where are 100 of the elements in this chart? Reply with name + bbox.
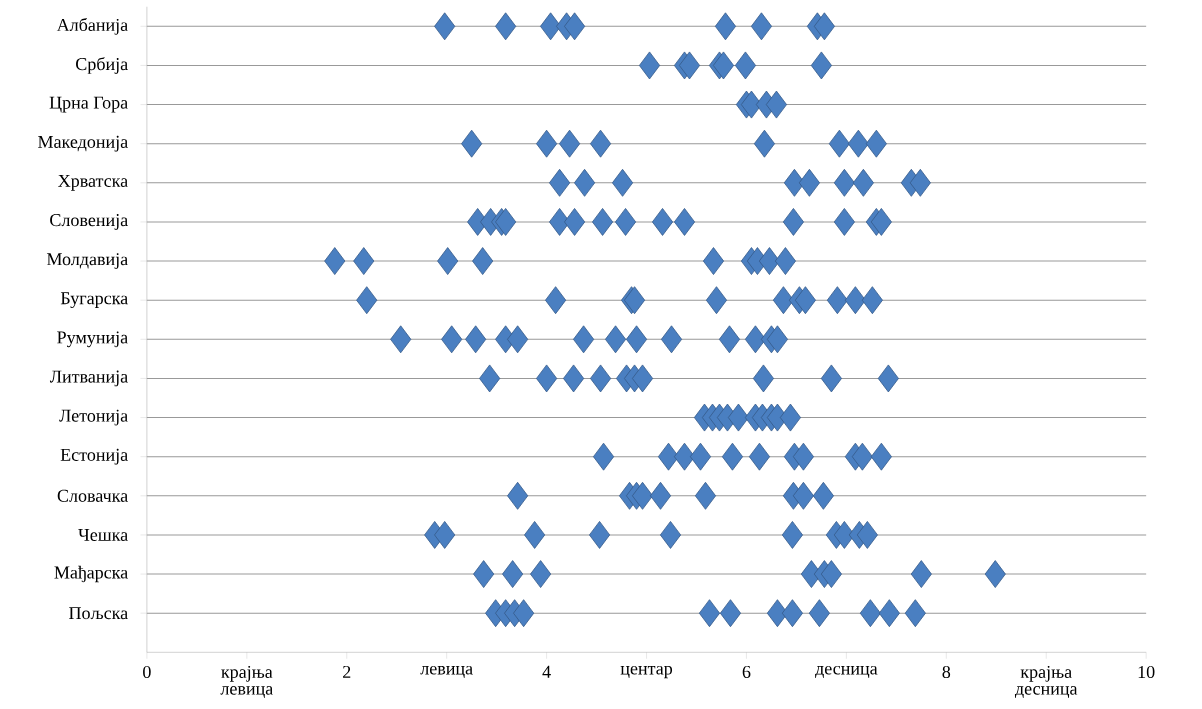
y-tick-label: Пољска: [69, 607, 128, 620]
point: [734, 51, 756, 80]
point: [689, 442, 712, 471]
point: [813, 12, 835, 41]
point: [766, 599, 788, 627]
point: [626, 325, 648, 354]
point: [507, 481, 529, 510]
point: [782, 207, 804, 236]
point: [698, 599, 721, 627]
x-tick-label: крајња левица: [220, 665, 273, 698]
point: [678, 51, 701, 80]
point: [909, 168, 931, 197]
y-tick-label: Црна Гора: [49, 96, 128, 113]
point: [437, 246, 459, 275]
x-tick-label: 10: [1138, 665, 1155, 678]
point: [465, 325, 487, 354]
point: [772, 286, 794, 314]
x-tick-label: крајња десница: [1014, 665, 1078, 698]
x-tick-label: десница: [815, 665, 878, 678]
point: [632, 481, 654, 510]
point: [705, 286, 728, 314]
point: [781, 599, 803, 627]
point: [549, 168, 571, 197]
y-tick-label: Летонија: [59, 409, 128, 426]
point: [714, 12, 737, 41]
point: [390, 325, 412, 354]
point: [638, 51, 661, 80]
point: [865, 129, 887, 158]
point: [748, 442, 770, 471]
point: [559, 129, 581, 158]
y-tick-label: Естонија: [60, 448, 128, 465]
point: [590, 364, 612, 393]
point: [750, 12, 772, 41]
point: [353, 246, 375, 275]
point: [794, 286, 816, 314]
y-tick-label: Литванија: [49, 370, 128, 387]
point: [660, 325, 683, 354]
point: [659, 520, 682, 549]
point: [473, 559, 495, 588]
point: [878, 599, 900, 627]
x-tick-label: 4: [542, 665, 551, 678]
point: [574, 168, 596, 197]
point: [564, 207, 586, 236]
point: [651, 207, 674, 236]
x-tick-label: центар: [620, 665, 673, 679]
point: [479, 364, 501, 393]
point: [744, 325, 766, 354]
point: [844, 286, 866, 314]
point: [615, 207, 637, 236]
point: [719, 599, 742, 627]
point: [524, 520, 546, 549]
point: [507, 325, 529, 354]
point: [833, 207, 855, 236]
point: [810, 51, 832, 80]
y-tick-label: Хрватска: [58, 174, 128, 191]
point: [792, 442, 814, 471]
point: [605, 325, 627, 354]
point: [324, 246, 346, 275]
point: [545, 286, 567, 314]
point: [752, 364, 774, 393]
point: [356, 286, 378, 314]
y-tick-label: Чешка: [78, 528, 128, 541]
point: [632, 364, 654, 393]
point: [766, 325, 788, 354]
point: [502, 559, 524, 588]
point: [984, 559, 1006, 588]
point: [812, 481, 834, 510]
point: [441, 325, 463, 354]
x-tick-label: левица: [420, 665, 473, 678]
y-tick-label: Румунија: [57, 331, 128, 348]
y-tick-label: Србија: [76, 56, 128, 74]
point: [859, 599, 881, 627]
point: [852, 168, 874, 197]
point: [774, 246, 796, 275]
point: [495, 12, 517, 41]
point: [612, 168, 634, 197]
point: [434, 12, 456, 41]
point: [649, 481, 672, 510]
point: [536, 364, 558, 393]
point: [783, 168, 805, 197]
point: [590, 129, 612, 158]
point: [910, 559, 932, 588]
point: [877, 364, 899, 393]
point: [472, 246, 494, 275]
y-tick-label: Бугарска: [60, 292, 128, 308]
point: [434, 520, 456, 549]
point: [779, 403, 801, 432]
point: [856, 520, 878, 549]
point: [461, 129, 483, 158]
y-tick-label: Албанија: [56, 17, 128, 35]
point: [593, 442, 615, 471]
point: [833, 520, 855, 549]
point: [826, 286, 848, 314]
point: [753, 129, 775, 158]
point: [808, 599, 830, 627]
point: [564, 12, 586, 41]
point: [820, 559, 842, 588]
point: [721, 442, 744, 471]
point: [530, 559, 552, 588]
x-tick-label: 0: [143, 665, 151, 678]
